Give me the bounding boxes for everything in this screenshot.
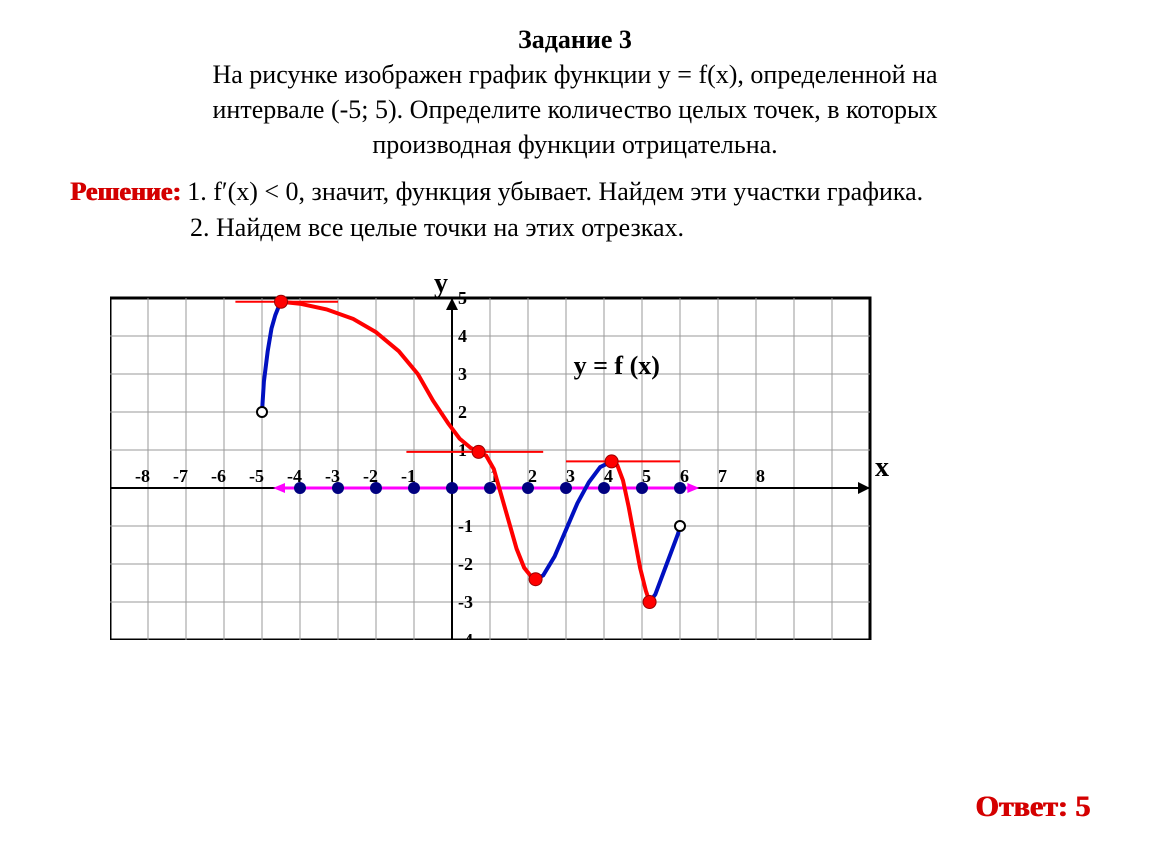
problem-line-1: На рисунке изображен график функции y = … [212, 60, 937, 89]
svg-text:-3: -3 [458, 592, 473, 612]
svg-text:-4: -4 [458, 630, 473, 640]
svg-text:-7: -7 [173, 466, 188, 486]
solution-label: Решение: [70, 177, 181, 206]
svg-text:5: 5 [458, 288, 467, 308]
svg-text:-2: -2 [458, 554, 473, 574]
svg-text:3: 3 [458, 364, 467, 384]
chart-container: -9-8-7-6-5-4-3-2-112345678-4-3-2-112345y… [110, 268, 1110, 640]
svg-text:-6: -6 [211, 466, 226, 486]
svg-text:-5: -5 [249, 466, 264, 486]
problem-text: На рисунке изображен график функции y = … [80, 57, 1070, 162]
svg-text:-9: -9 [110, 466, 112, 486]
svg-text:-1: -1 [458, 516, 473, 536]
problem-line-3: производная функции отрицательна. [372, 130, 777, 159]
solution-step-1: 1. f′(x) < 0, значит, функция убывает. Н… [187, 177, 923, 206]
solution-step-2: 2. Найдем все целые точки на этих отрезк… [190, 213, 684, 242]
svg-text:7: 7 [718, 466, 727, 486]
function-chart: -9-8-7-6-5-4-3-2-112345678-4-3-2-112345y… [110, 268, 900, 640]
svg-text:8: 8 [756, 466, 765, 486]
answer-text: Ответ: 5 [975, 790, 1090, 824]
task-title: Задание 3 [40, 25, 1110, 55]
svg-text:y: y [434, 268, 448, 299]
svg-text:y = f (x): y = f (x) [574, 351, 660, 380]
problem-line-2: интервале (-5; 5). Определите количество… [213, 95, 938, 124]
svg-text:x: x [875, 452, 889, 483]
svg-text:2: 2 [458, 402, 467, 422]
svg-text:4: 4 [458, 326, 467, 346]
svg-text:-8: -8 [135, 466, 150, 486]
